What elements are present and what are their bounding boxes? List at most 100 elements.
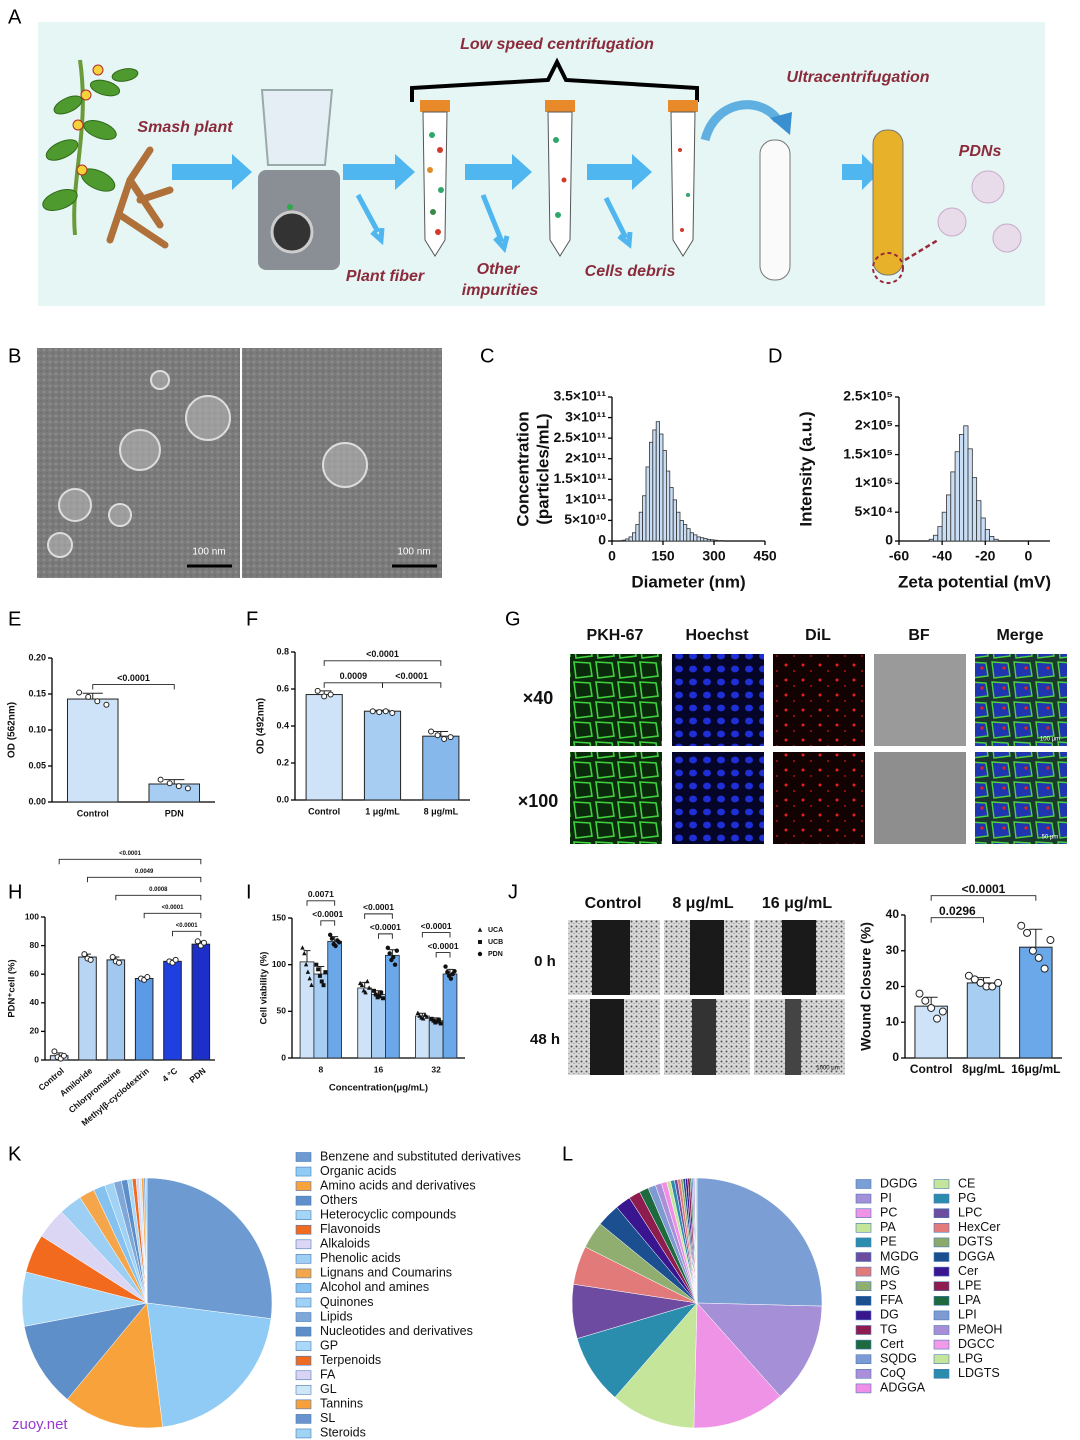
y-tick-label: 0.8	[276, 646, 289, 656]
y-tick-label: 150	[272, 912, 286, 922]
legend-swatch	[933, 1223, 950, 1233]
data-point	[175, 783, 182, 790]
legend-swatch	[933, 1310, 950, 1321]
legend-swatch	[933, 1281, 950, 1291]
y-tick-label: 60	[30, 968, 40, 978]
legend-label: PI	[880, 1191, 892, 1205]
y-tick-label: 0	[598, 532, 606, 548]
data-point	[373, 992, 378, 997]
bar	[163, 960, 182, 1061]
histogram-bar	[937, 526, 943, 542]
legend-label: DGGA	[958, 1249, 995, 1263]
legend-label: Others	[320, 1193, 358, 1207]
bar	[106, 959, 126, 1061]
y-tick-label: 0.10	[28, 724, 46, 734]
particle	[686, 193, 690, 197]
y-tick-label: 3×10¹¹	[565, 408, 606, 424]
legend-marker	[478, 940, 482, 944]
histogram-bar	[946, 494, 952, 542]
y-axis-label: (particles/mL)	[533, 413, 552, 524]
ultra-tube	[759, 139, 791, 281]
data-point	[415, 1010, 421, 1015]
x-tick-label: 8 μg/mL	[424, 806, 459, 816]
bar	[327, 940, 342, 1059]
bar	[134, 977, 154, 1061]
x-tick-label: 16μg/mL	[1011, 1062, 1060, 1076]
data-point	[1028, 946, 1037, 955]
fluorescence-image	[975, 654, 1067, 746]
bar	[66, 698, 119, 803]
panel-label: C	[480, 345, 494, 367]
fluorescence-image	[773, 752, 865, 844]
leaf	[111, 68, 139, 82]
legend-label: LPC	[958, 1205, 982, 1219]
legend-swatch	[933, 1296, 950, 1306]
legend-swatch	[295, 1210, 312, 1220]
tube-cap	[545, 100, 575, 112]
legend-label: CE	[958, 1176, 975, 1190]
significance-bracket	[92, 684, 175, 690]
data-point	[184, 785, 191, 792]
data-point	[1023, 928, 1032, 937]
legend-label: PDN	[488, 951, 503, 958]
legend-label: GL	[320, 1382, 337, 1396]
x-tick-label: PDN	[187, 1066, 207, 1085]
leaf	[45, 139, 79, 161]
y-axis-label: Wound Closure (%)	[858, 922, 874, 1051]
p-value: 0.0049	[135, 869, 154, 875]
x-axis-label: Diameter (nm)	[631, 572, 745, 591]
x-tick-label: 8	[318, 1064, 323, 1074]
legend-swatch	[295, 1283, 312, 1293]
legend-label: FFA	[880, 1293, 904, 1307]
data-point	[157, 776, 164, 783]
y-tick-label: 20	[30, 1026, 40, 1036]
legend-label: Quinones	[320, 1295, 374, 1309]
step-label: Other	[477, 261, 520, 278]
p-value: <0.0001	[363, 902, 394, 912]
error-bar	[164, 779, 185, 784]
p-value: <0.0001	[176, 923, 199, 929]
data-point	[1017, 921, 1026, 930]
particle	[435, 229, 441, 235]
leaf	[89, 79, 121, 97]
legend-swatch	[295, 1355, 312, 1366]
wound-gap	[782, 920, 816, 995]
leaf	[83, 119, 117, 141]
legend-swatch	[855, 1339, 872, 1350]
data-point	[970, 975, 979, 984]
legend-swatch	[295, 1326, 312, 1337]
bar	[299, 961, 315, 1059]
tube	[422, 111, 448, 257]
x-tick-label: 16	[374, 1064, 384, 1074]
data-point	[424, 1014, 430, 1019]
data-point	[369, 708, 376, 715]
legend-swatch	[855, 1383, 872, 1394]
histogram-bar	[700, 537, 705, 542]
significance-bracket	[87, 876, 202, 883]
legend-swatch	[295, 1297, 312, 1308]
legend-label: PA	[880, 1220, 896, 1234]
legend-label: ADGGA	[880, 1381, 926, 1395]
x-tick-label: 0	[608, 548, 616, 564]
legend-swatch	[933, 1325, 950, 1335]
data-point	[144, 974, 151, 981]
legend-swatch	[855, 1310, 872, 1321]
data-point	[85, 693, 92, 700]
histogram-bar	[666, 470, 671, 542]
arrow	[603, 196, 633, 249]
histogram-bar	[989, 535, 995, 542]
bar	[385, 954, 400, 1059]
bar	[1019, 946, 1053, 1059]
legend-label: SQDG	[880, 1351, 917, 1365]
tube-cap	[420, 100, 450, 112]
data-point	[938, 1007, 947, 1016]
data-point	[103, 701, 110, 708]
significance-bracket	[364, 913, 393, 919]
legend-swatch	[295, 1195, 312, 1206]
histogram-bar	[963, 425, 969, 542]
histogram-bar	[954, 451, 960, 542]
y-tick-label: 1.5×10⁵	[843, 445, 893, 461]
row-header: ×40	[523, 688, 554, 708]
y-tick-label: 0	[281, 1052, 286, 1062]
arrowhead	[770, 112, 792, 135]
